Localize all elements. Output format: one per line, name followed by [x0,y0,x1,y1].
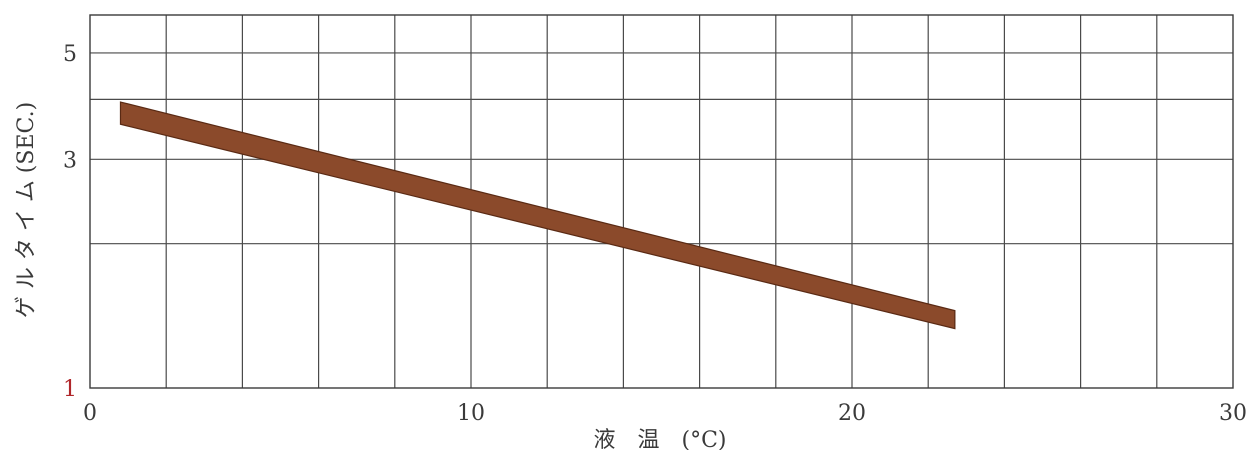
x-tick-label: 30 [1219,401,1247,426]
grid [90,15,1233,388]
plot-frame [89,14,1234,389]
y-tick-label: 3 [63,148,77,173]
band-layer [119,101,956,330]
tick-labels: 0 10 20 30 1 3 5 [63,42,1247,426]
y-tick-label: 5 [63,42,77,67]
x-tick-label: 20 [838,401,866,426]
x-axis-title: 液 温 (°C) [594,428,727,450]
y-axis-title: ゲ ル タ イ ム (SEC.) [14,102,39,318]
y-tick-label: 1 [63,377,77,402]
x-tick-label: 10 [457,401,485,426]
gel-time-band-0 [119,101,956,330]
x-tick-label: 0 [83,401,97,426]
